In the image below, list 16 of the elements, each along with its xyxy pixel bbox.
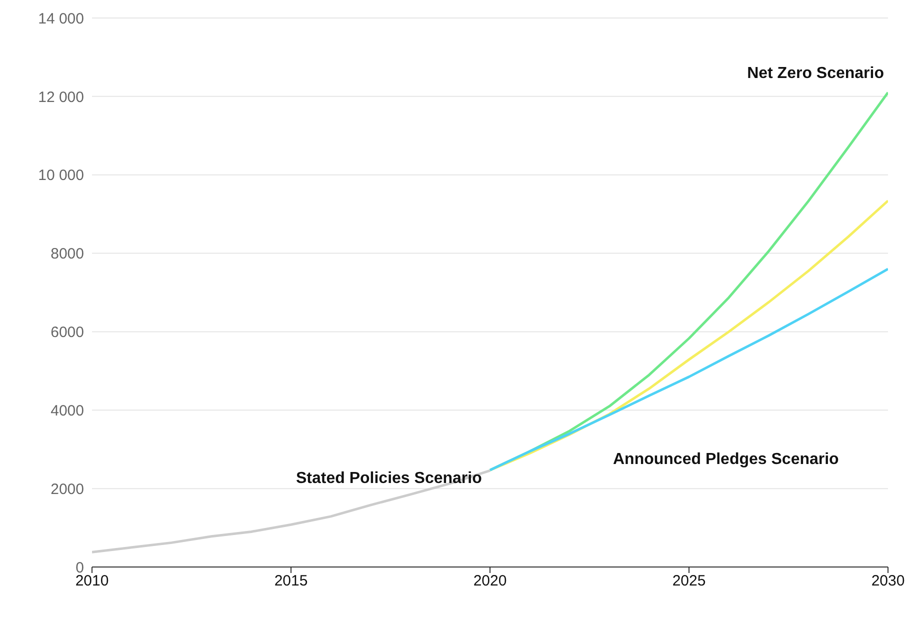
x-tick-label: 2020 <box>473 572 507 590</box>
line-series <box>488 268 888 472</box>
y-tick-label: 4000 <box>50 402 84 420</box>
y-tick-label: 12 000 <box>38 88 84 106</box>
x-tick-label: 2025 <box>672 572 706 590</box>
y-tick-label: 2000 <box>50 480 84 498</box>
y-tick-label: 6000 <box>50 324 84 342</box>
annotation: Stated Policies Scenario <box>296 470 482 488</box>
annotation: Announced Pledges Scenario <box>613 451 839 469</box>
line-series <box>92 469 492 554</box>
y-tick-label: 14 000 <box>38 10 84 28</box>
y-tick-label: 8000 <box>50 246 84 263</box>
y-tick-label: 10 000 <box>38 167 84 184</box>
x-tick-label: 2030 <box>871 572 905 590</box>
series-label: Net Zero Scenario <box>747 64 884 82</box>
x-tick-label: 2015 <box>274 572 308 590</box>
